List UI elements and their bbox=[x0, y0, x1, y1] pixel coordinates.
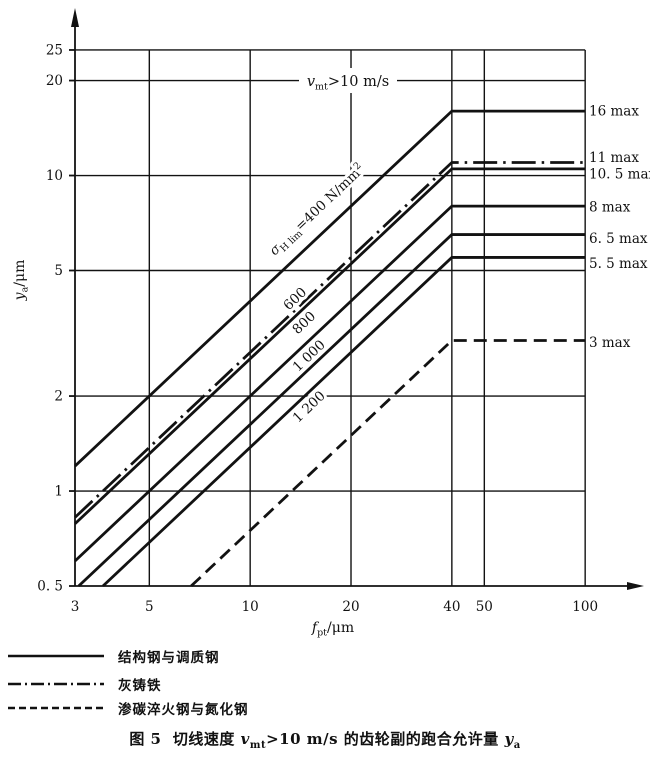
series-s1000-max-label: 6. 5 max bbox=[589, 231, 648, 247]
legend-label: 灰铸铁 bbox=[118, 678, 162, 694]
series-s800-line bbox=[74, 204, 586, 563]
series-cast-iron-max-label: 11 max bbox=[589, 150, 639, 166]
series-s1000-line bbox=[77, 233, 586, 588]
caption-var-y: y bbox=[504, 730, 514, 748]
y-axis-arrowhead bbox=[71, 8, 79, 27]
caption-var-y-sub: a bbox=[513, 740, 521, 751]
caption-var-v-sub: mt bbox=[249, 740, 267, 751]
x-tick-label: 20 bbox=[342, 599, 359, 615]
series-s600-label: 600 bbox=[280, 284, 310, 313]
legend-solid-line-sample bbox=[8, 654, 104, 658]
figure-caption: 图 5 切线速度 vmt>10 m/s 的齿轮副的跑合允许量 ya bbox=[0, 728, 650, 751]
legend-dashed-line-sample bbox=[8, 706, 104, 710]
caption-fig-number: 图 5 bbox=[129, 730, 162, 748]
y-tick-label: 5 bbox=[54, 263, 63, 279]
y-tick-label: 1 bbox=[54, 484, 63, 500]
y-tick-label: 25 bbox=[46, 42, 63, 58]
series-carburized-max-label: 3 max bbox=[589, 335, 631, 351]
y-tick-label: 10 bbox=[46, 168, 63, 184]
x-tick-label: 3 bbox=[71, 599, 80, 615]
running-in-allowance-chart: 3 5 10 20 40 50 100 25 20 10 5 2 1 0. 5 16 max 11 max10… bbox=[12, 8, 650, 639]
series-s600-line bbox=[74, 167, 586, 525]
series-carburized-line bbox=[190, 339, 586, 588]
legend-item-dashed: 渗碳淬火钢与氮化钢 bbox=[6, 700, 249, 718]
series-s1200-line bbox=[102, 256, 586, 588]
series-s400-max-label: 16 max bbox=[589, 104, 639, 120]
x-tick-label: 100 bbox=[572, 599, 598, 615]
legend-label: 渗碳淬火钢与氮化钢 bbox=[118, 702, 249, 718]
series-s400-line bbox=[74, 109, 586, 468]
annotation-mask bbox=[299, 68, 397, 93]
gridlines bbox=[75, 49, 586, 586]
x-tick-label: 10 bbox=[242, 599, 259, 615]
x-tick-label: 5 bbox=[145, 599, 154, 615]
x-tick-label: 50 bbox=[476, 599, 493, 615]
y-tick-label: 2 bbox=[54, 389, 63, 405]
series-s1200-max-label: 5. 5 max bbox=[589, 256, 648, 272]
series-cast-iron-line bbox=[74, 161, 586, 519]
series-s800-max-label: 8 max bbox=[589, 200, 631, 216]
legend-item-solid: 结构钢与调质钢 bbox=[6, 648, 220, 666]
vmt-annotation: vmt>10 m/s bbox=[307, 74, 389, 93]
axes bbox=[74, 22, 634, 587]
series-s600-max-label: 10. 5 max bbox=[589, 166, 650, 182]
caption-var-v: v bbox=[240, 730, 250, 748]
y-axis-label: ya/μm bbox=[12, 260, 31, 302]
x-axis-label: fpt/μm bbox=[311, 620, 354, 639]
caption-text-mid: >10 m/s 的齿轮副的跑合允许量 bbox=[266, 730, 505, 748]
series-s1200-label: 1 200 bbox=[290, 388, 329, 426]
legend-label: 结构钢与调质钢 bbox=[118, 650, 220, 666]
x-axis-arrowhead bbox=[627, 582, 644, 590]
legend-item-dashdot: 灰铸铁 bbox=[6, 676, 162, 694]
x-tick-label: 40 bbox=[443, 599, 460, 615]
legend-dashdot-line-sample bbox=[8, 682, 104, 686]
y-tick-label: 20 bbox=[46, 73, 63, 89]
caption-text: 切线速度 bbox=[161, 730, 241, 748]
y-tick-label: 0. 5 bbox=[37, 579, 63, 595]
